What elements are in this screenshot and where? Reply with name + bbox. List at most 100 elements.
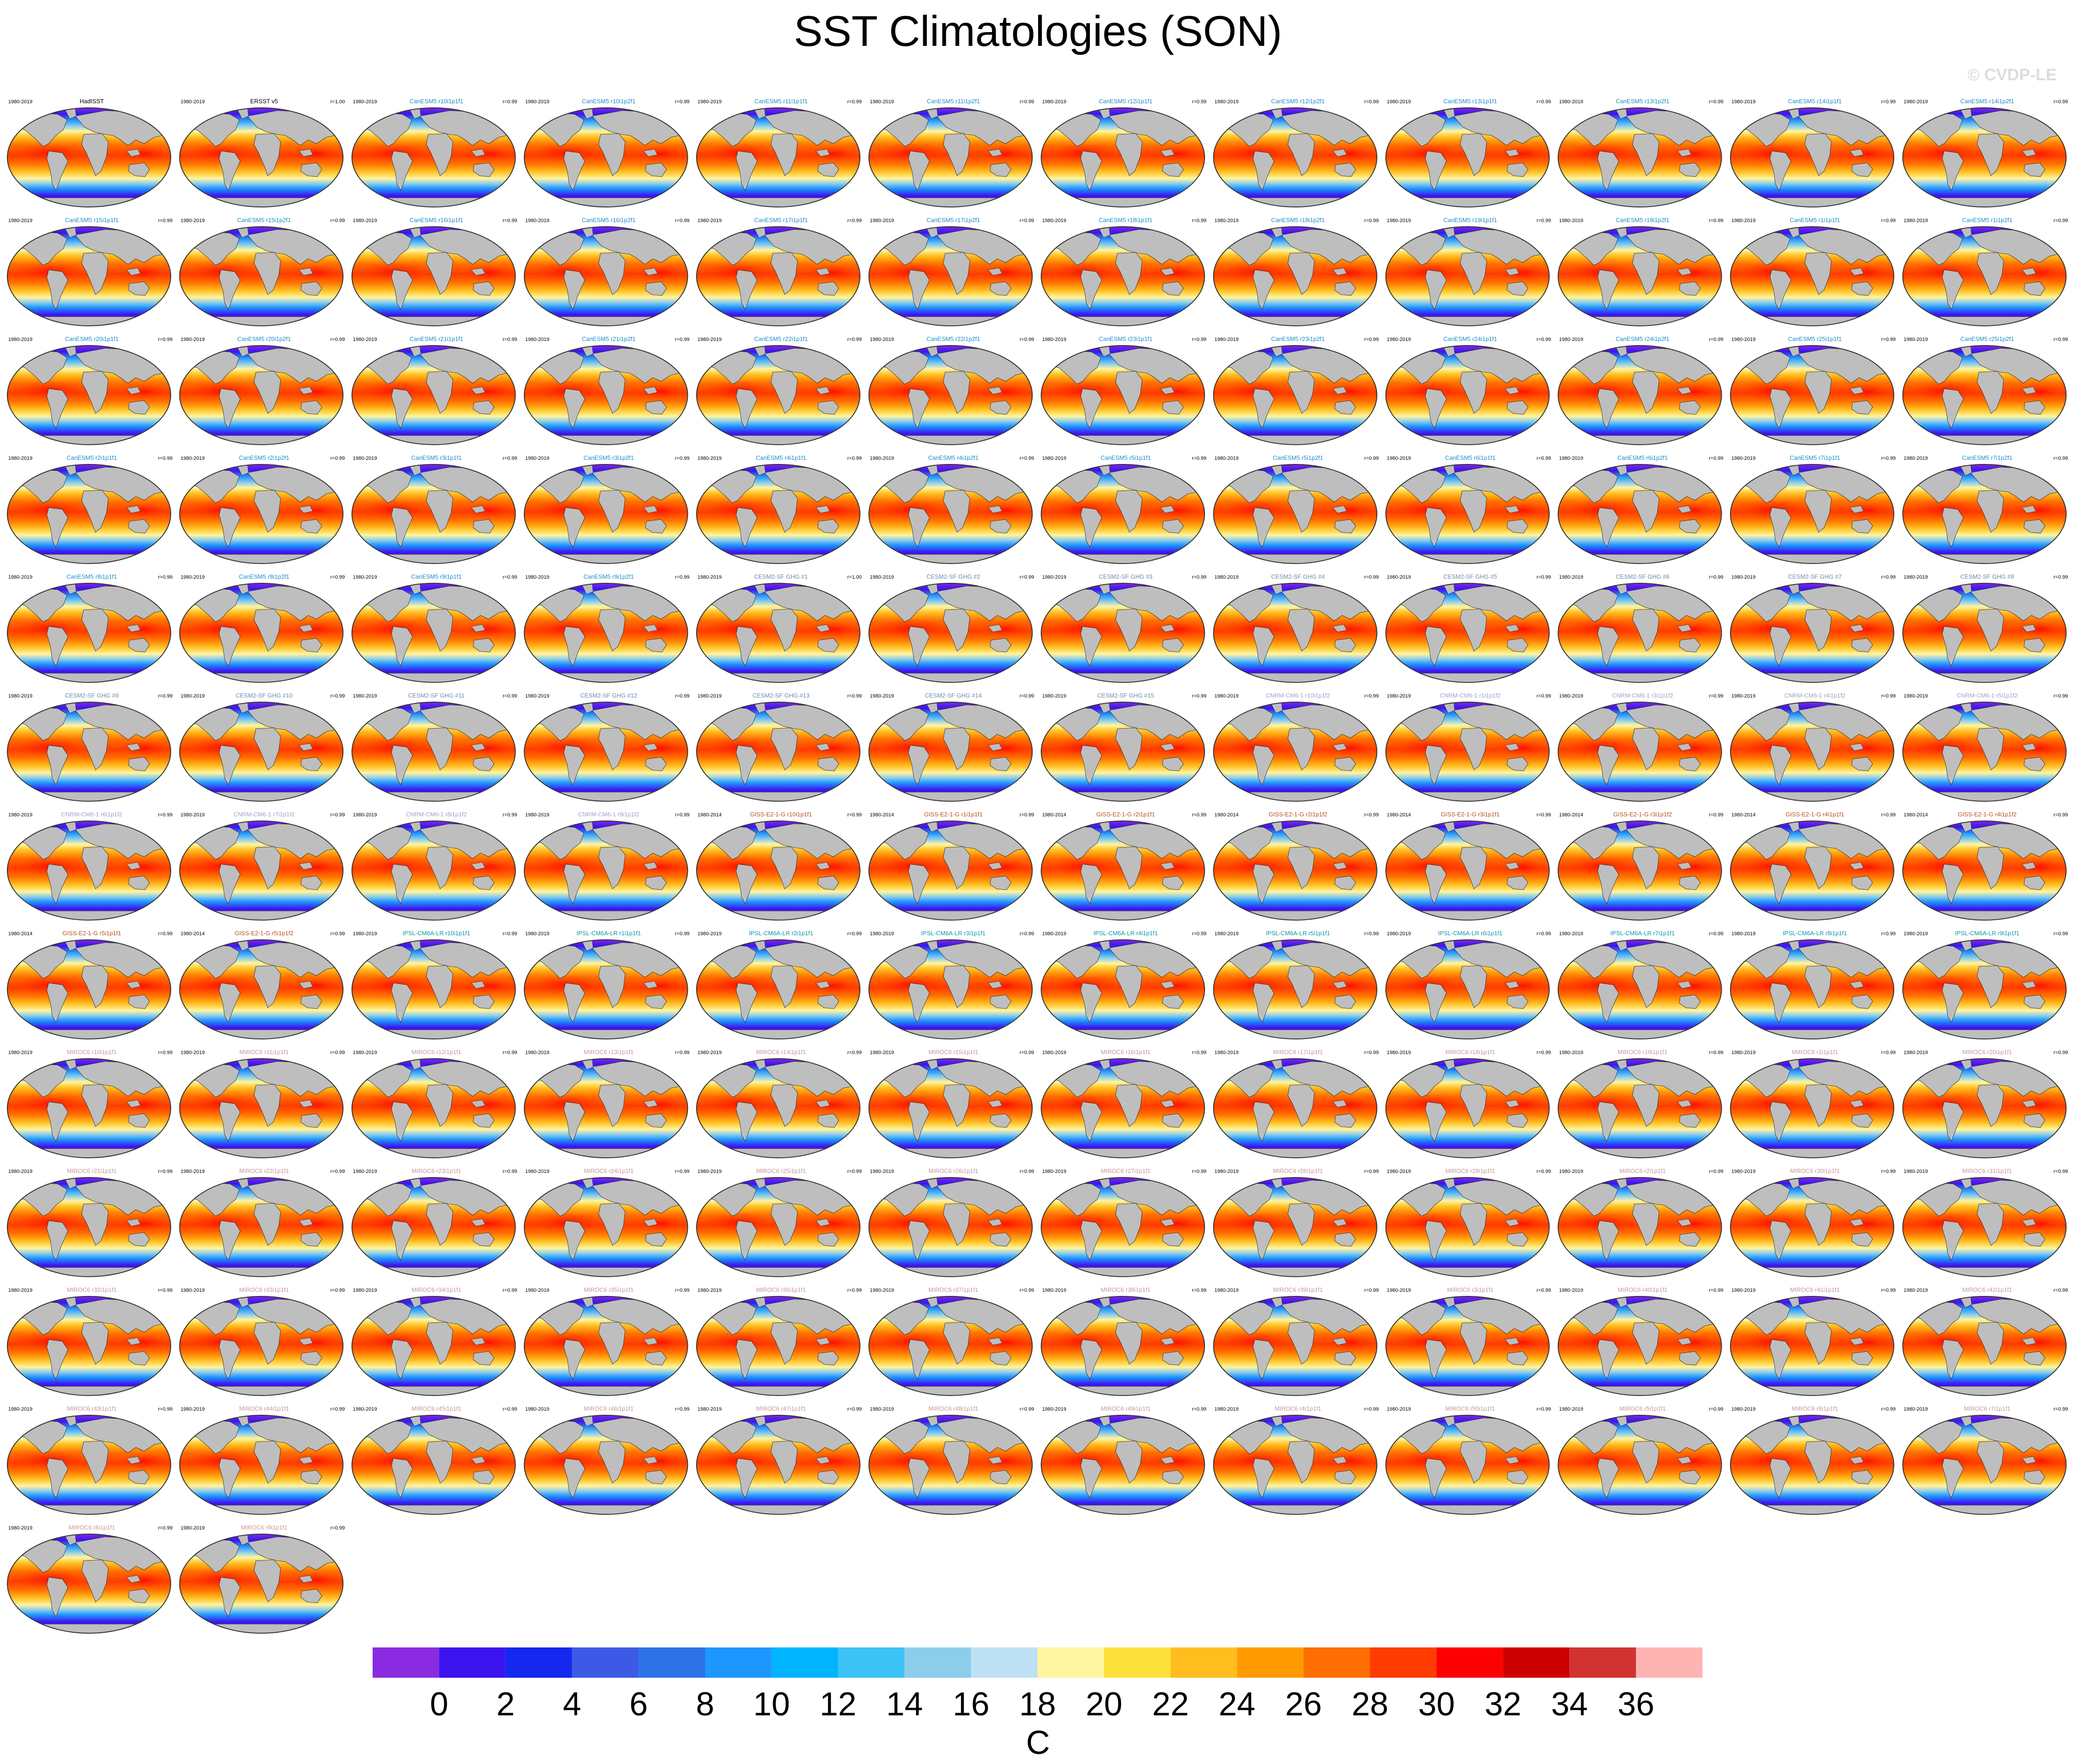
panel-period: 1980-2019 bbox=[1042, 1288, 1066, 1293]
sst-map bbox=[1040, 1414, 1205, 1515]
colorbar-tick-label: 0 bbox=[430, 1686, 448, 1723]
map-panel: 1980-2019 CNRM-CM6-1 r7i1p1f2 r=0.99 bbox=[179, 811, 345, 921]
sst-map bbox=[1213, 820, 1378, 921]
panel-correlation: r=0.99 bbox=[1881, 1169, 1896, 1174]
panel-correlation: r=1.00 bbox=[330, 99, 345, 105]
sst-map bbox=[868, 1295, 1033, 1396]
colorbar-swatch bbox=[505, 1647, 572, 1678]
sst-map bbox=[524, 1414, 689, 1515]
panel-period: 1980-2019 bbox=[181, 1050, 205, 1055]
map-panel: 1980-2019 CanESM5 r4i1p1f1 r=0.99 bbox=[696, 454, 862, 564]
map-panel: 1980-2019 MIROC6 r28i1p1f1 r=0.99 bbox=[1213, 1167, 1379, 1278]
panel-period: 1980-2019 bbox=[1904, 693, 1928, 699]
sst-map bbox=[1730, 463, 1895, 564]
colorbar-swatch bbox=[1370, 1647, 1437, 1678]
map-panel: 1980-2019 MIROC6 r2i1p1f1 r=0.99 bbox=[1557, 1167, 1724, 1278]
sst-map bbox=[696, 1058, 861, 1159]
panel-title: CESM2-SF GHG #13 bbox=[753, 692, 809, 699]
map-panel: 1980-2019 CESM2-SF GHG #6 r=0.99 bbox=[1557, 573, 1724, 683]
sst-map bbox=[1557, 701, 1723, 802]
panel-correlation: r=0.99 bbox=[1709, 456, 1724, 461]
map-panel: 1980-2019 CNRM-CM6-1 r8i1p1f2 r=0.99 bbox=[351, 811, 517, 921]
panel-title: CanESM5 r15i1p1f1 bbox=[65, 217, 118, 223]
panel-correlation: r=0.99 bbox=[1364, 931, 1379, 937]
map-panel: 1980-2019 CanESM5 r21i1p1f1 r=0.99 bbox=[351, 335, 517, 446]
panel-correlation: r=0.99 bbox=[1192, 693, 1207, 699]
panel-title: CESM2-SF GHG #11 bbox=[408, 692, 464, 699]
sst-map bbox=[1902, 345, 2067, 446]
panel-period: 1980-2019 bbox=[1042, 693, 1066, 699]
sst-map bbox=[179, 1177, 344, 1278]
sst-map bbox=[351, 1058, 516, 1159]
panel-period: 1980-2019 bbox=[353, 456, 377, 461]
panel-correlation: r=0.99 bbox=[1364, 1407, 1379, 1412]
colorbar-tick-label: 10 bbox=[753, 1686, 790, 1723]
sst-map bbox=[524, 226, 689, 327]
sst-map bbox=[1902, 701, 2067, 802]
map-panel: 1980-2019 MIROC6 r4i1p1f1 r=0.99 bbox=[1213, 1405, 1379, 1515]
panel-period: 1980-2019 bbox=[1731, 337, 1756, 342]
panel-correlation: r=0.99 bbox=[1364, 218, 1379, 223]
panel-period: 1980-2019 bbox=[1387, 1169, 1411, 1174]
panel-period: 1980-2019 bbox=[870, 99, 894, 105]
map-panel: 1980-2019 CanESM5 r13i1p1f1 r=0.99 bbox=[1385, 98, 1551, 208]
map-panel: 1980-2019 CESM2-SF GHG #14 r=0.99 bbox=[868, 692, 1034, 802]
sst-map bbox=[6, 1414, 172, 1515]
panel-title: CanESM5 r24i1p2f1 bbox=[1616, 335, 1669, 342]
panel-correlation: r=0.99 bbox=[503, 1169, 518, 1174]
map-panel: 1980-2019 IPSL-CM6A-LR r6i1p1f1 r=0.99 bbox=[1385, 930, 1551, 1040]
panel-title: MIROC6 r35i1p1f1 bbox=[584, 1286, 633, 1293]
sst-map bbox=[1385, 701, 1550, 802]
panel-correlation: r=0.99 bbox=[675, 1169, 690, 1174]
map-panel: 1980-2019 MIROC6 r44i1p1f1 r=0.99 bbox=[179, 1405, 345, 1515]
sst-map bbox=[696, 345, 861, 446]
map-panel: 1980-2014 GISS-E2-1-G r5i1p1f1 r=0.99 bbox=[6, 930, 173, 1040]
map-panel: 1980-2019 CESM2-SF GHG #12 r=0.99 bbox=[524, 692, 690, 802]
panel-title: CanESM5 r11i1p1f1 bbox=[754, 98, 808, 105]
sst-map bbox=[179, 345, 344, 446]
sst-map bbox=[1902, 226, 2067, 327]
panel-title: MIROC6 r27i1p1f1 bbox=[1101, 1167, 1150, 1174]
panel-period: 1980-2019 bbox=[1559, 1050, 1584, 1055]
panel-correlation: r=0.99 bbox=[1192, 1288, 1207, 1293]
map-panel: 1980-2019 MIROC6 r26i1p1f1 r=0.99 bbox=[868, 1167, 1034, 1278]
panel-correlation: r=0.99 bbox=[1709, 1407, 1724, 1412]
colorbar-swatch bbox=[1170, 1647, 1237, 1678]
panel-title: MIROC6 r18i1p1f1 bbox=[1445, 1049, 1495, 1055]
sst-map bbox=[1213, 226, 1378, 327]
panel-correlation: r=0.99 bbox=[158, 1407, 173, 1412]
sst-map bbox=[351, 107, 516, 208]
colorbar-tick-label: 28 bbox=[1351, 1686, 1388, 1723]
map-panel: 1980-2019 MIROC6 r27i1p1f1 r=0.99 bbox=[1040, 1167, 1206, 1278]
sst-map bbox=[6, 1058, 172, 1159]
panel-period: 1980-2019 bbox=[1215, 1407, 1239, 1412]
panel-correlation: r=0.99 bbox=[848, 1288, 862, 1293]
sst-map bbox=[1385, 582, 1550, 683]
sst-map bbox=[6, 701, 172, 802]
panel-title: CNRM-CM6-1 r10i1p1f2 bbox=[1266, 692, 1330, 699]
panel-period: 1980-2019 bbox=[353, 337, 377, 342]
panel-period: 1980-2014 bbox=[1042, 812, 1066, 818]
panel-period: 1980-2019 bbox=[181, 1288, 205, 1293]
panel-title: CanESM5 r17i1p1f1 bbox=[754, 217, 808, 223]
panel-period: 1980-2019 bbox=[181, 693, 205, 699]
sst-map bbox=[868, 1177, 1033, 1278]
map-panel: 1980-2019 CanESM5 r5i1p1f1 r=0.99 bbox=[1040, 454, 1206, 564]
panel-correlation: r=0.99 bbox=[675, 1407, 690, 1412]
panel-period: 1980-2014 bbox=[1387, 812, 1411, 818]
panel-correlation: r=0.99 bbox=[1020, 337, 1034, 342]
panel-correlation: r=0.99 bbox=[1881, 1050, 1896, 1055]
map-panel: 1980-2019 CESM2-SF GHG #5 r=0.99 bbox=[1385, 573, 1551, 683]
panel-correlation: r=0.99 bbox=[330, 1050, 345, 1055]
map-panel: 1980-2014 GISS-E2-1-G r1i1p1f1 r=0.99 bbox=[868, 811, 1034, 921]
panel-correlation: r=0.99 bbox=[1192, 456, 1207, 461]
panel-period: 1980-2019 bbox=[1559, 337, 1584, 342]
panel-correlation: r=0.99 bbox=[330, 456, 345, 461]
panel-correlation: r=0.99 bbox=[1881, 456, 1896, 461]
panel-period: 1980-2019 bbox=[1387, 337, 1411, 342]
sst-map bbox=[524, 107, 689, 208]
panel-period: 1980-2019 bbox=[1731, 1169, 1756, 1174]
sst-map bbox=[524, 345, 689, 446]
panel-correlation: r=0.99 bbox=[503, 99, 518, 105]
panel-period: 1980-2019 bbox=[525, 693, 550, 699]
